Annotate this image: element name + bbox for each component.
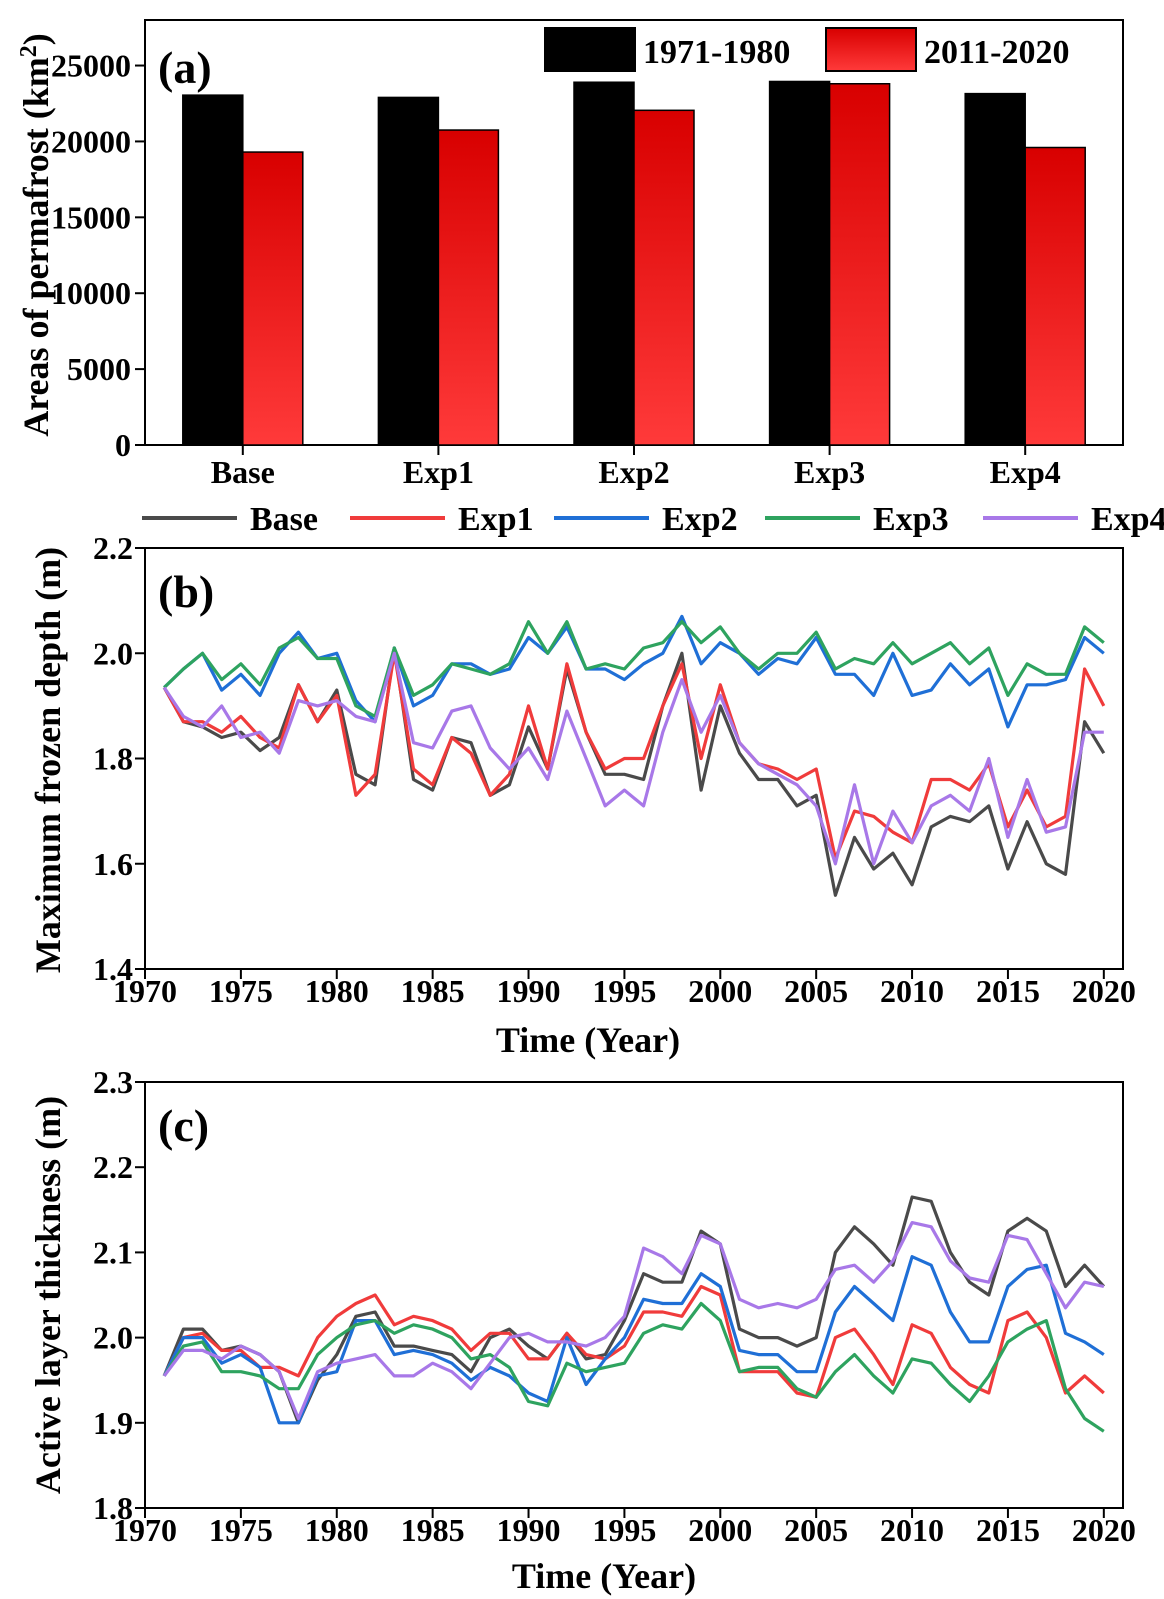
x-tick-label: 1980 (305, 1512, 369, 1548)
panel-c-y-ticks: 1.8 1.9 2.0 2.1 2.2 2.3 (93, 1064, 145, 1526)
series-line-exp3 (163, 620, 1105, 719)
panel-b-y-axis-label: Maximum frozen depth (m) (28, 547, 68, 973)
series-line-base (162, 1195, 1105, 1425)
series-line-exp1 (162, 651, 1106, 861)
x-tick-label: 2015 (976, 973, 1040, 1009)
bar-base-2011-2020 (242, 151, 304, 446)
y-tick-label: 0 (115, 427, 131, 463)
panel-c-y-axis-label: Active layer thickness (m) (28, 1096, 68, 1494)
x-tick-label: 2015 (976, 1512, 1040, 1548)
y-tick-label: 25000 (51, 48, 131, 84)
panel-a-y-axis-label: Areas of permafrost (km2) (16, 33, 56, 437)
y-tick-label: 1.8 (93, 741, 133, 777)
y-tick-label: 20000 (51, 123, 131, 159)
x-tick-label: 2000 (688, 973, 752, 1009)
x-tick-label: 1995 (592, 973, 656, 1009)
x-tick-label: 1975 (209, 1512, 273, 1548)
x-tick-label: Exp3 (794, 454, 865, 490)
panel-a-bars (182, 80, 1086, 446)
series-line-exp2 (163, 614, 1105, 729)
x-tick-label: 2020 (1072, 1512, 1136, 1548)
bar-exp3-1971-1980 (768, 80, 831, 446)
x-tick-label: 1970 (113, 973, 177, 1009)
panel-b-label: (b) (158, 566, 214, 617)
panel-c-label: (c) (158, 1100, 209, 1151)
y-tick-label: 2.3 (93, 1064, 133, 1100)
x-tick-label: 2000 (688, 1512, 752, 1548)
panel-a-bar-chart: 0 5000 10000 15000 20000 25000 Base Exp1 Exp2 Ex… (16, 19, 1124, 490)
x-tick-label: 1990 (497, 973, 561, 1009)
x-tick-label: 1975 (209, 973, 273, 1009)
panel-b-lines (162, 614, 1106, 897)
y-tick-label: 15000 (51, 199, 131, 235)
x-tick-label: 1970 (113, 1512, 177, 1548)
x-tick-label: 1995 (592, 1512, 656, 1548)
y-tick-label: 2.0 (93, 1320, 133, 1356)
panel-b-legend: Base Exp1 Exp2 Exp3 Exp4 (142, 501, 1164, 538)
legend-label-base: Base (250, 501, 318, 538)
y-tick-label: 2.2 (93, 1149, 133, 1185)
x-tick-label: 1990 (497, 1512, 561, 1548)
panel-a-x-ticks: Base Exp1 Exp2 Exp3 Exp4 (211, 445, 1061, 490)
panel-c-x-axis-label: Time (Year) (512, 1556, 696, 1596)
series-line-base (162, 646, 1106, 897)
panel-c-plot-frame (144, 1081, 1124, 1509)
x-tick-label: 1980 (305, 973, 369, 1009)
x-tick-label: 2010 (880, 1512, 944, 1548)
x-tick-label: 2010 (880, 973, 944, 1009)
y-tick-label: 2.2 (93, 530, 133, 566)
series-line-exp2 (162, 1255, 1105, 1425)
x-tick-label: Exp2 (598, 454, 669, 490)
series-line-exp4 (162, 651, 1104, 866)
x-tick-label: 2005 (784, 973, 848, 1009)
y-tick-label: 1.9 (93, 1405, 133, 1441)
bar-exp4-1971-1980 (964, 92, 1026, 446)
legend-label-exp1: Exp1 (458, 501, 534, 538)
panel-b-line-chart: 1.4 1.6 1.8 2.0 2.2 1970 1975 1980 1985 1990 1995… (28, 530, 1136, 1060)
series-line-exp4 (162, 1220, 1105, 1421)
panel-a-y-ticks: 0 5000 10000 15000 20000 25000 (51, 48, 145, 463)
legend-label-exp3: Exp3 (873, 501, 949, 538)
bar-exp2-2011-2020 (633, 109, 695, 446)
legend-label-exp4: Exp4 (1091, 501, 1164, 538)
panel-b-x-axis-label: Time (Year) (496, 1020, 680, 1060)
legend-swatch-2011-2020 (825, 27, 917, 72)
panel-b-y-ticks: 1.4 1.6 1.8 2.0 2.2 (93, 530, 145, 987)
panel-c-lines (162, 1195, 1105, 1433)
x-tick-label: Exp4 (990, 454, 1061, 490)
legend-swatch-1971-1980 (544, 27, 636, 72)
y-tick-label: 10000 (51, 275, 131, 311)
series-line-exp3 (162, 1301, 1105, 1433)
bar-base-1971-1980 (182, 94, 244, 446)
y-tick-label: 2.1 (93, 1234, 133, 1270)
series-line-exp1 (162, 1284, 1105, 1399)
bar-exp3-2011-2020 (828, 83, 891, 446)
legend-label-2011-2020: 2011-2020 (924, 34, 1069, 71)
bar-exp1-1971-1980 (377, 96, 440, 446)
y-tick-label: 1.4 (93, 951, 133, 987)
y-tick-label: 1.6 (93, 846, 133, 882)
panel-c-x-ticks: 1970 1975 1980 1985 1990 1995 2000 2005 2010 2015… (113, 1508, 1136, 1548)
bar-exp1-2011-2020 (437, 129, 500, 446)
x-tick-label: 1985 (401, 1512, 465, 1548)
panel-b-x-ticks: 1970 1975 1980 1985 1990 1995 2000 2005 2010 2015… (113, 969, 1136, 1009)
y-tick-label: 1.8 (93, 1490, 133, 1526)
x-tick-label: Exp1 (403, 454, 474, 490)
x-tick-label: 2005 (784, 1512, 848, 1548)
bar-exp2-1971-1980 (573, 81, 635, 446)
panel-a-label: (a) (158, 42, 212, 93)
panel-a-legend: 1971-1980 2011-2020 (544, 27, 1069, 72)
bar-exp4-2011-2020 (1024, 146, 1086, 446)
legend-label-exp2: Exp2 (662, 501, 738, 538)
y-tick-label: 5000 (67, 351, 131, 387)
panel-c-line-chart: 1.81.92.02.12.22.3 1970 1975 1980 1985 1990 1… (28, 1064, 1136, 1596)
x-tick-label: 1985 (401, 973, 465, 1009)
y-tick-label: 2.0 (93, 635, 133, 671)
legend-label-1971-1980: 1971-1980 (643, 34, 790, 71)
x-tick-label: Base (211, 454, 275, 490)
x-tick-label: 2020 (1072, 973, 1136, 1009)
